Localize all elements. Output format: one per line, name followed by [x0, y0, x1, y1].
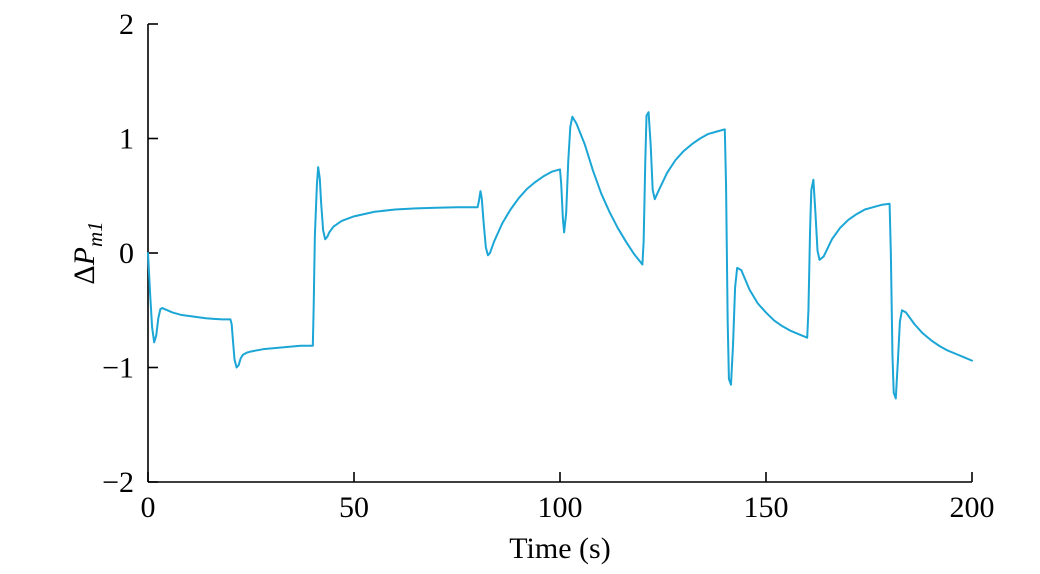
axes [147, 24, 972, 483]
y-axis-title: ΔPm1 [68, 221, 107, 284]
x-tick-label: 0 [141, 491, 156, 524]
x-tick-label: 100 [538, 491, 583, 524]
plot-area [147, 111, 973, 400]
x-tick-label: 50 [339, 491, 369, 524]
x-ticks: 0 50 100 150 200 [141, 472, 995, 524]
y-tick-label: 2 [119, 8, 134, 41]
y-axis-title-variable: P [68, 247, 101, 266]
y-ticks: −2 −1 0 1 2 [102, 8, 158, 499]
y-tick-label: 0 [119, 237, 134, 270]
y-tick-label: 1 [119, 123, 134, 156]
y-axis-title-subscript: m1 [83, 221, 107, 247]
y-tick-label: −2 [102, 466, 134, 499]
x-axis-title: Time (s) [509, 532, 610, 565]
series-line [147, 111, 973, 400]
x-tick-label: 150 [744, 491, 789, 524]
y-axis-title-prefix: Δ [68, 265, 101, 284]
x-tick-label: 200 [950, 491, 995, 524]
y-tick-label: −1 [102, 352, 134, 385]
